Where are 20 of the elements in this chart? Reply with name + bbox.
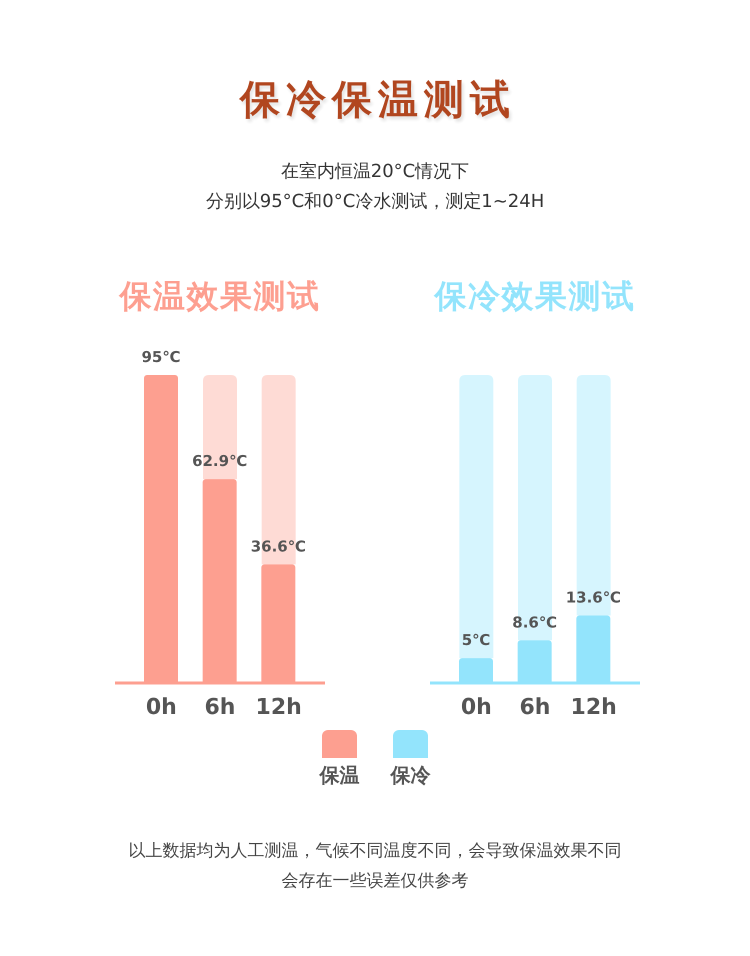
legend-label: 保冷 [390,762,430,788]
x-tick-label: 0h [146,695,177,720]
chart-title: 保温效果测试 [118,276,322,317]
text: 在室内恒温20°C情况下 [280,160,470,184]
data-label: 13.6℃ [566,588,621,606]
chart-title: 保冷效果测试 [432,276,636,317]
legend-label: 保温 [320,762,360,788]
text: 以上数据均为人工测温，气候不同温度不同，会导致保温效果不同会存在一些误差仅供参考 [128,840,622,893]
x-tick-label: 0h [460,695,492,720]
x-tick-label: 6h [520,695,550,720]
x-tick-label: 12h [570,695,617,720]
text: 分别以95°C和0°C冷水测试，测定1~24H [204,190,546,214]
data-label: 8.6℃ [512,613,558,632]
x-tick-label: 12h [256,695,302,720]
x-tick-label: 6h [204,695,236,720]
data-label: 62.9℃ [192,452,248,470]
data-label: 95℃ [141,348,181,366]
data-label: 36.6℃ [250,537,306,556]
data-label: 5℃ [462,631,490,650]
text: 保冷保温测试 [238,76,517,125]
